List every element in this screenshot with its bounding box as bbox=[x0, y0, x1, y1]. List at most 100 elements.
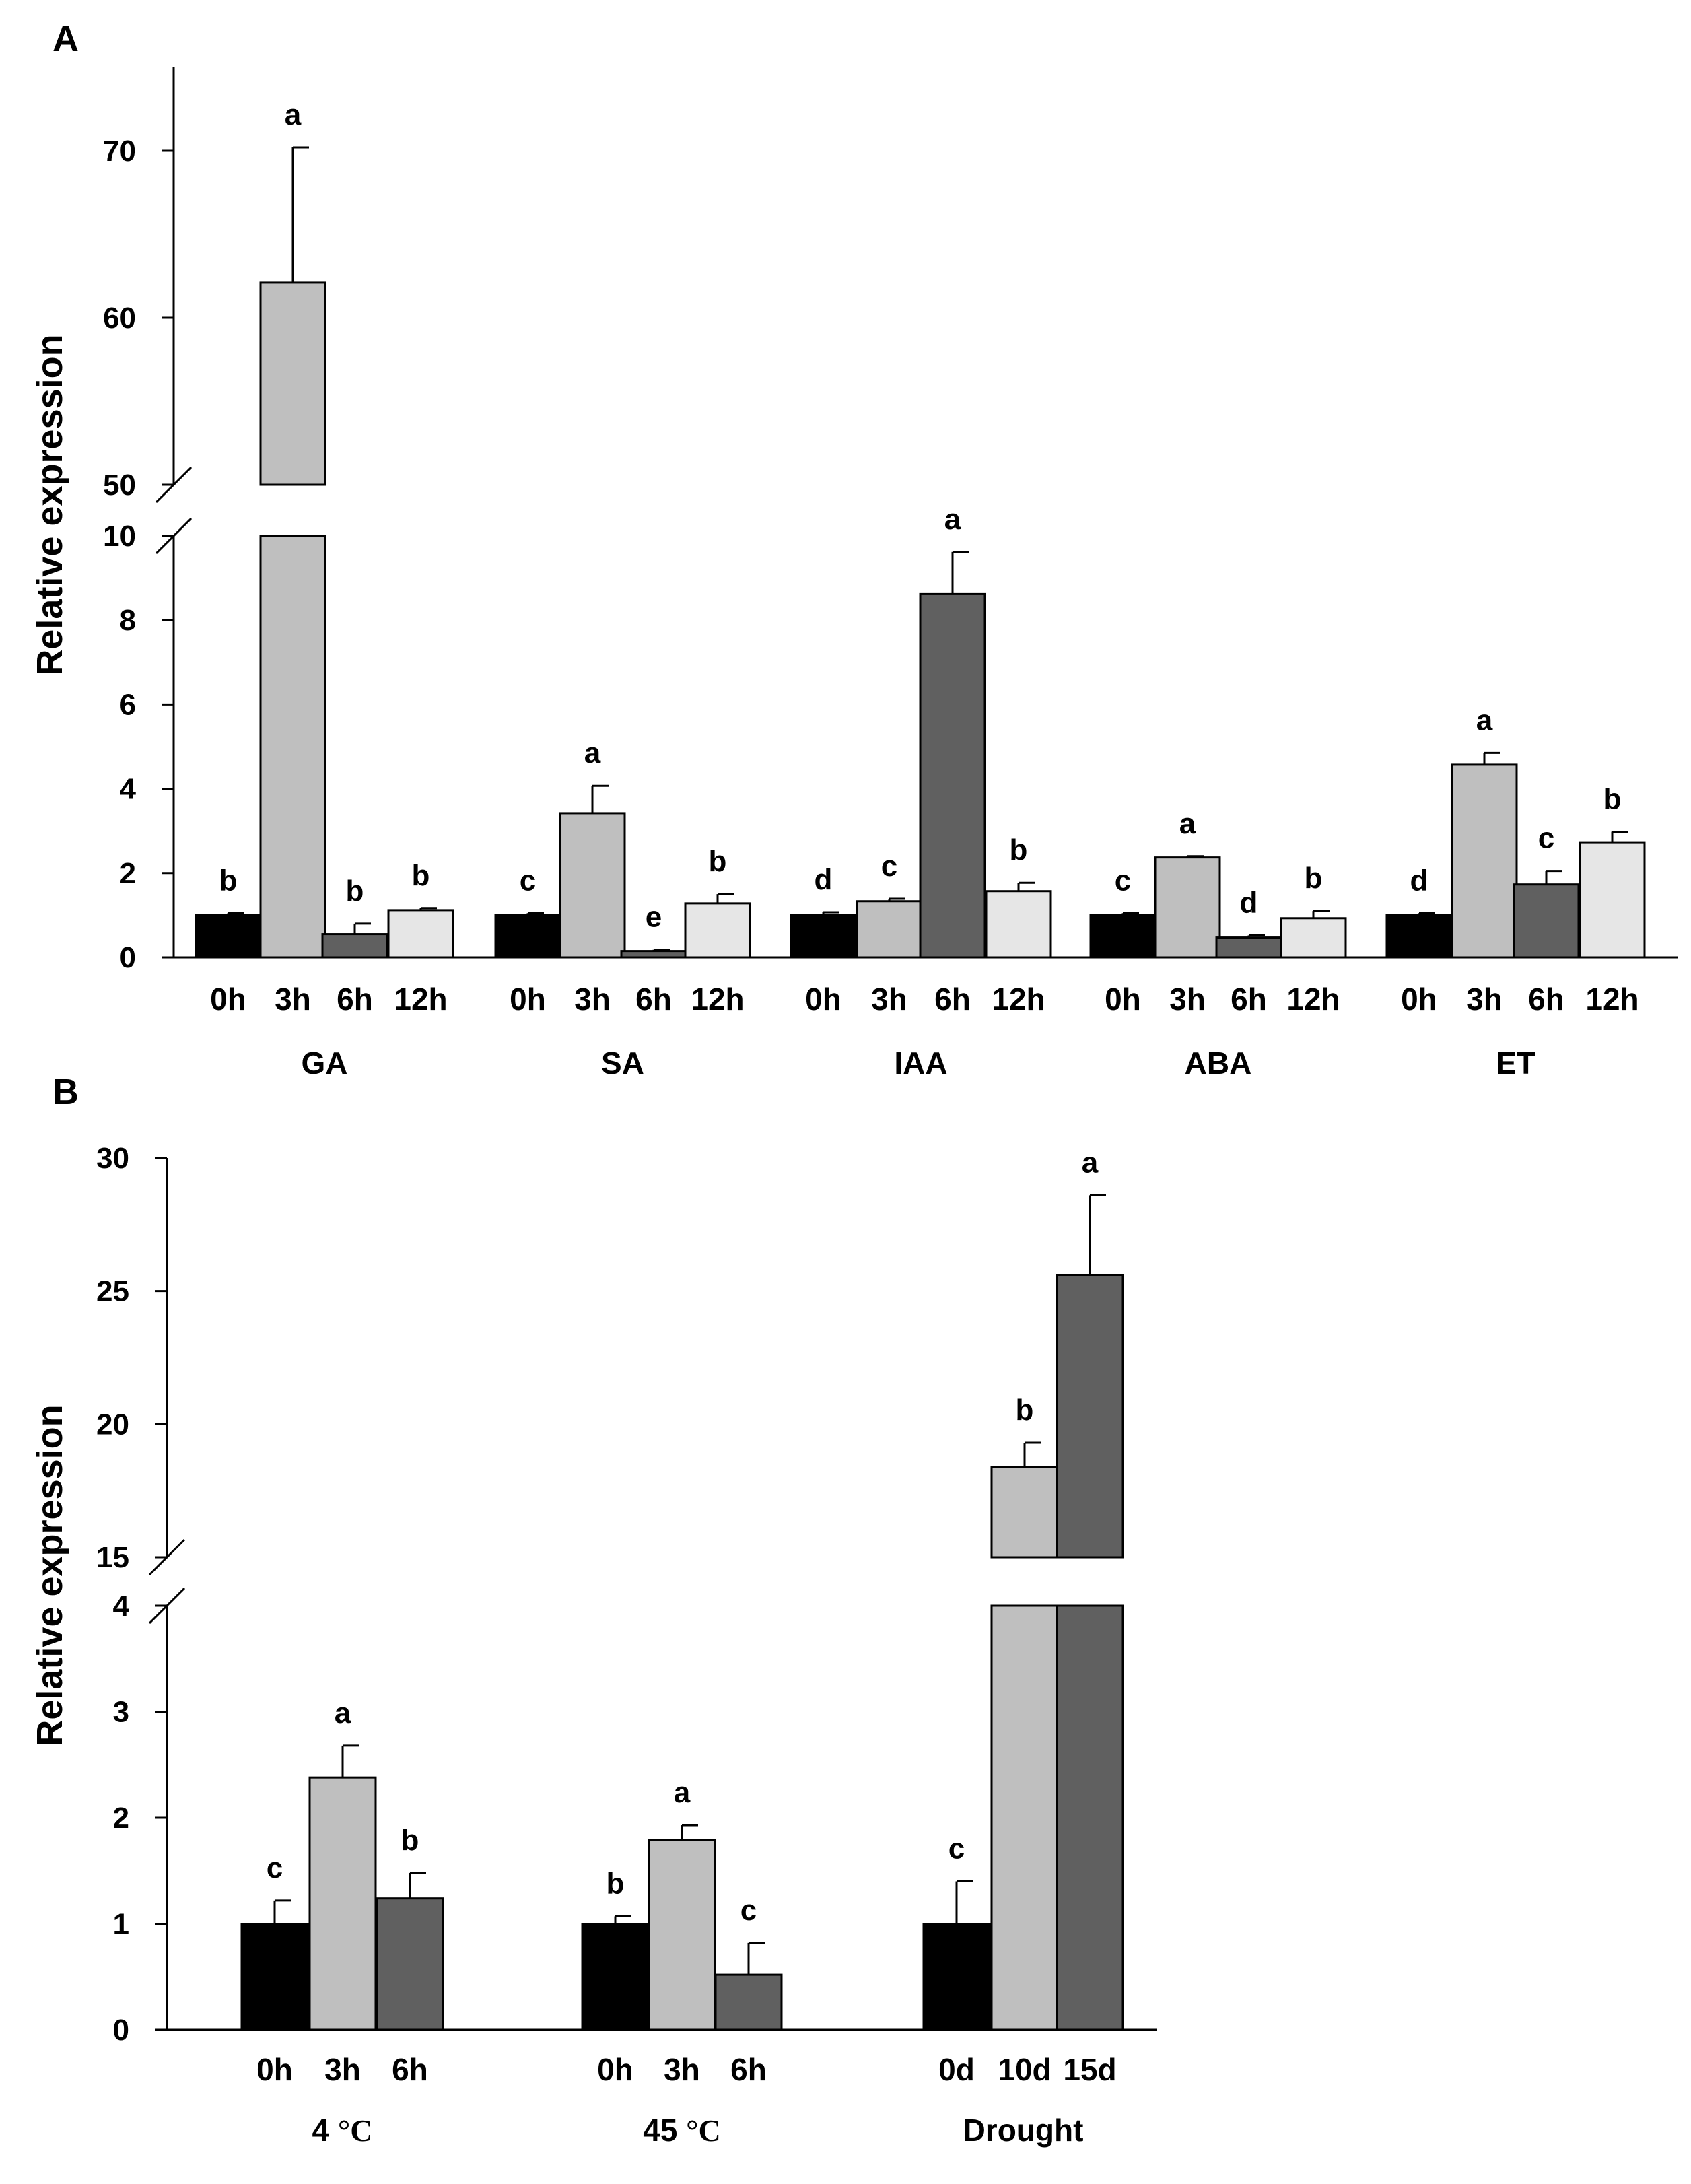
significance-letter: a bbox=[335, 1697, 351, 1730]
significance-letter: c bbox=[1538, 822, 1554, 855]
bar-lower-segment bbox=[259, 535, 326, 959]
bar bbox=[1385, 914, 1453, 959]
x-tick-label: 6h bbox=[635, 982, 672, 1017]
bar-group: c 0h a 3h e 6h b 12h SA bbox=[494, 737, 751, 1081]
bar bbox=[494, 914, 561, 959]
x-tick-label: 3h bbox=[324, 2052, 361, 2087]
y-axis-label: Relative expression bbox=[30, 334, 70, 675]
y-tick-label: 0 bbox=[120, 941, 136, 974]
significance-letter: c bbox=[881, 850, 897, 883]
y-tick-label: 30 bbox=[96, 1142, 129, 1175]
bar bbox=[620, 950, 687, 959]
bar-upper-segment bbox=[1056, 1274, 1124, 1559]
bar bbox=[919, 592, 986, 959]
significance-letter: d bbox=[1410, 864, 1428, 897]
significance-letter: c bbox=[740, 1894, 757, 1927]
group-label-text: Drought bbox=[963, 2113, 1084, 2148]
bar-group: d 0h c 3h a 6h b 12h IAA bbox=[790, 503, 1052, 1081]
group-label-text: 45 bbox=[643, 2113, 686, 2148]
x-tick-label: 3h bbox=[1466, 982, 1503, 1017]
group-label-text: 4 bbox=[312, 2113, 338, 2148]
x-tick-label: 0h bbox=[1105, 982, 1141, 1017]
x-tick-label: 6h bbox=[730, 2052, 767, 2087]
y-tick-label: 25 bbox=[96, 1275, 129, 1308]
group-label: 45 °C bbox=[643, 2113, 721, 2148]
panel-label: A bbox=[53, 19, 79, 59]
significance-letter: e bbox=[646, 901, 662, 934]
x-tick-label: 0h bbox=[1401, 982, 1437, 1017]
x-tick-label: 6h bbox=[934, 982, 971, 1017]
y-tick-label: 6 bbox=[120, 688, 136, 721]
x-tick-label: 6h bbox=[1528, 982, 1564, 1017]
significance-letter: b bbox=[1010, 833, 1028, 866]
bar bbox=[1579, 841, 1646, 959]
bar bbox=[559, 812, 626, 959]
significance-letter: a bbox=[584, 737, 601, 770]
significance-letter: b bbox=[346, 875, 364, 908]
bar bbox=[1513, 883, 1580, 959]
x-tick-label: 3h bbox=[871, 982, 907, 1017]
bar-group: b 0h a 3h c 6h 45 °C bbox=[581, 1776, 783, 2148]
bar bbox=[790, 914, 857, 959]
significance-letter: b bbox=[709, 845, 727, 878]
y-axis-label: Relative expression bbox=[30, 1404, 70, 1746]
bar bbox=[648, 1839, 716, 2031]
significance-letter: a bbox=[1179, 807, 1196, 840]
bar bbox=[922, 1923, 991, 2031]
group-label: 4 °C bbox=[312, 2113, 373, 2148]
y-tick-label: 2 bbox=[113, 1802, 129, 1835]
significance-letter: b bbox=[401, 1824, 419, 1857]
panel-label: B bbox=[53, 1072, 79, 1112]
bar bbox=[376, 1897, 444, 2031]
significance-letter: a bbox=[1082, 1146, 1099, 1179]
significance-letter: b bbox=[412, 859, 430, 892]
y-tick-label: 0 bbox=[113, 2014, 129, 2047]
significance-letter: c bbox=[948, 1833, 965, 1866]
bar bbox=[308, 1776, 377, 2031]
x-tick-label: 12h bbox=[691, 982, 744, 1017]
bar bbox=[1154, 856, 1221, 959]
y-tick-label: 10 bbox=[103, 520, 136, 553]
significance-letter: b bbox=[607, 1867, 625, 1900]
y-tick-label: 2 bbox=[120, 857, 136, 890]
bar bbox=[1451, 763, 1518, 959]
significance-letter: a bbox=[674, 1776, 691, 1809]
bar bbox=[714, 1973, 783, 2031]
x-tick-label: 12h bbox=[992, 982, 1045, 1017]
bar-upper-segment bbox=[259, 281, 326, 486]
x-tick-label: 3h bbox=[664, 2052, 700, 2087]
bar bbox=[581, 1923, 650, 2031]
x-tick-label: 0d bbox=[938, 2052, 975, 2087]
x-tick-label: 3h bbox=[275, 982, 311, 1017]
group-label: ET bbox=[1496, 1046, 1535, 1081]
x-tick-label: 3h bbox=[574, 982, 611, 1017]
x-tick-label: 12h bbox=[1585, 982, 1638, 1017]
bar-group: c 0d b 10d a 15d Drought bbox=[922, 1146, 1124, 2148]
significance-letter: b bbox=[1603, 782, 1622, 815]
y-tick-label: 20 bbox=[96, 1408, 129, 1441]
bar bbox=[387, 909, 454, 959]
group-label-unit: °C bbox=[686, 2113, 721, 2148]
y-tick-label: 15 bbox=[96, 1541, 129, 1574]
x-tick-label: 10d bbox=[998, 2052, 1051, 2087]
y-tick-label: 4 bbox=[113, 1590, 130, 1623]
significance-letter: a bbox=[285, 98, 302, 131]
x-tick-label: 0h bbox=[510, 982, 546, 1017]
x-tick-label: 0h bbox=[597, 2052, 633, 2087]
significance-letter: a bbox=[1476, 704, 1493, 737]
significance-letter: b bbox=[1016, 1394, 1034, 1427]
group-label: IAA bbox=[894, 1046, 947, 1081]
significance-letter: d bbox=[815, 863, 833, 896]
bar bbox=[1280, 917, 1347, 959]
significance-letter: c bbox=[267, 1851, 283, 1884]
x-tick-label: 6h bbox=[337, 982, 373, 1017]
significance-letter: a bbox=[944, 503, 961, 536]
significance-letter: c bbox=[520, 864, 536, 897]
y-tick-label: 70 bbox=[103, 135, 136, 168]
y-tick-label: 50 bbox=[103, 469, 136, 502]
bar-group: d 0h a 3h c 6h b 12h ET bbox=[1385, 704, 1646, 1081]
bar-group: b 0h a 3h b 6h b 12h GA bbox=[195, 98, 454, 1081]
